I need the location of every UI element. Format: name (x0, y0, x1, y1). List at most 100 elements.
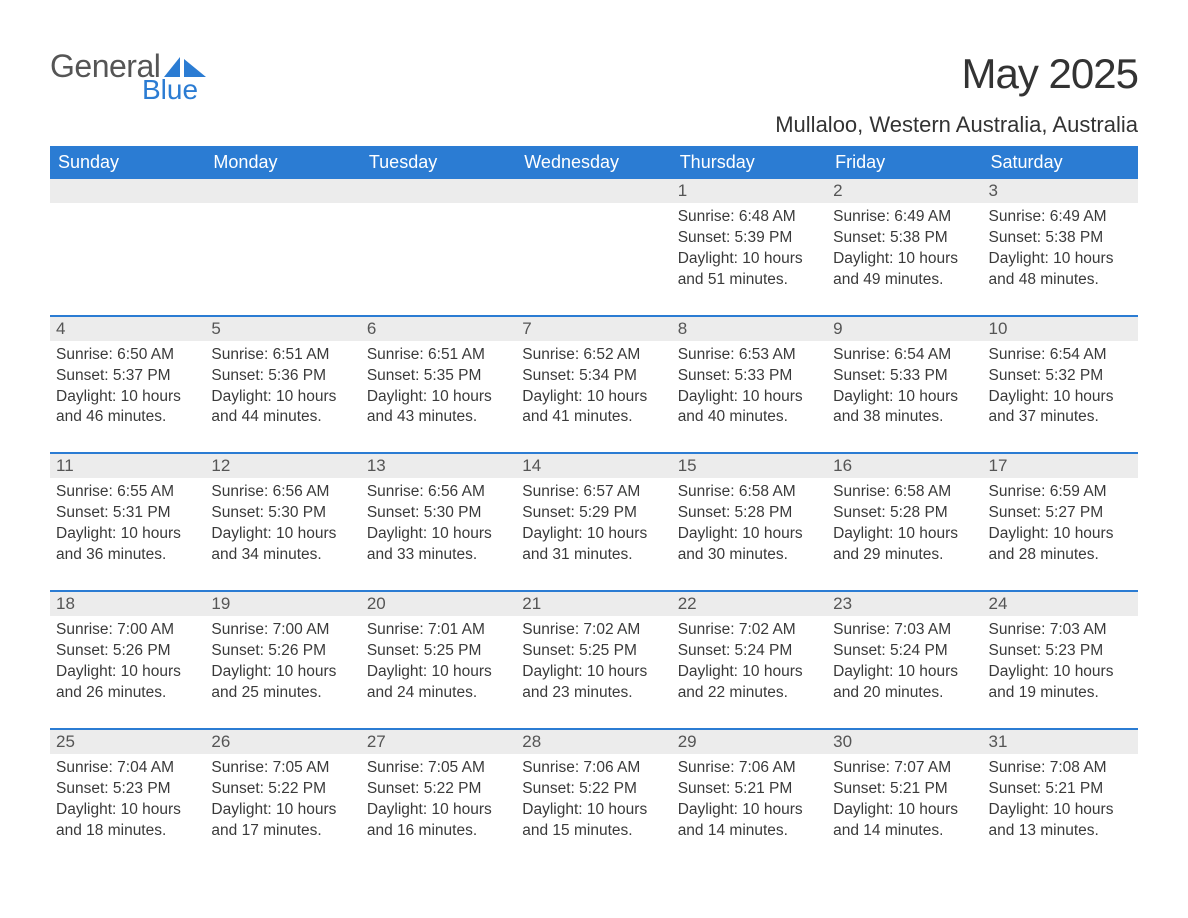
date-cell: 2 (827, 179, 982, 203)
daylight-text: Daylight: 10 hours and 49 minutes. (833, 249, 976, 291)
date-cell: 1 (672, 179, 827, 203)
info-cell (205, 203, 360, 316)
daylight-text: Daylight: 10 hours and 34 minutes. (211, 524, 354, 566)
date-cell: 8 (672, 316, 827, 341)
info-row: Sunrise: 6:55 AMSunset: 5:31 PMDaylight:… (50, 478, 1138, 591)
date-cell (50, 179, 205, 203)
date-cell: 25 (50, 729, 205, 754)
date-cell: 18 (50, 591, 205, 616)
sunset-text: Sunset: 5:33 PM (833, 366, 976, 387)
sunset-text: Sunset: 5:22 PM (211, 779, 354, 800)
daylight-text: Daylight: 10 hours and 20 minutes. (833, 662, 976, 704)
date-cell: 23 (827, 591, 982, 616)
info-cell: Sunrise: 7:03 AMSunset: 5:23 PMDaylight:… (983, 616, 1138, 729)
sunset-text: Sunset: 5:35 PM (367, 366, 510, 387)
date-cell: 26 (205, 729, 360, 754)
sunrise-text: Sunrise: 7:00 AM (211, 620, 354, 641)
info-cell: Sunrise: 6:48 AMSunset: 5:39 PMDaylight:… (672, 203, 827, 316)
sunset-text: Sunset: 5:39 PM (678, 228, 821, 249)
day-header: Thursday (672, 146, 827, 179)
info-cell: Sunrise: 6:51 AMSunset: 5:36 PMDaylight:… (205, 341, 360, 454)
sunrise-text: Sunrise: 6:52 AM (522, 345, 665, 366)
day-header: Friday (827, 146, 982, 179)
date-cell: 10 (983, 316, 1138, 341)
daylight-text: Daylight: 10 hours and 33 minutes. (367, 524, 510, 566)
daylight-text: Daylight: 10 hours and 40 minutes. (678, 387, 821, 429)
date-cell: 20 (361, 591, 516, 616)
sunrise-text: Sunrise: 7:01 AM (367, 620, 510, 641)
daylight-text: Daylight: 10 hours and 28 minutes. (989, 524, 1132, 566)
sunset-text: Sunset: 5:28 PM (833, 503, 976, 524)
sunset-text: Sunset: 5:25 PM (367, 641, 510, 662)
daylight-text: Daylight: 10 hours and 13 minutes. (989, 800, 1132, 842)
date-cell (361, 179, 516, 203)
info-row: Sunrise: 7:00 AMSunset: 5:26 PMDaylight:… (50, 616, 1138, 729)
daylight-text: Daylight: 10 hours and 31 minutes. (522, 524, 665, 566)
date-row: 25262728293031 (50, 729, 1138, 754)
daylight-text: Daylight: 10 hours and 37 minutes. (989, 387, 1132, 429)
info-cell: Sunrise: 6:51 AMSunset: 5:35 PMDaylight:… (361, 341, 516, 454)
sunrise-text: Sunrise: 6:55 AM (56, 482, 199, 503)
info-cell: Sunrise: 6:49 AMSunset: 5:38 PMDaylight:… (983, 203, 1138, 316)
daylight-text: Daylight: 10 hours and 24 minutes. (367, 662, 510, 704)
sunrise-text: Sunrise: 6:54 AM (833, 345, 976, 366)
daylight-text: Daylight: 10 hours and 16 minutes. (367, 800, 510, 842)
sunset-text: Sunset: 5:36 PM (211, 366, 354, 387)
sunrise-text: Sunrise: 7:00 AM (56, 620, 199, 641)
sunset-text: Sunset: 5:26 PM (56, 641, 199, 662)
date-cell: 27 (361, 729, 516, 754)
date-cell: 24 (983, 591, 1138, 616)
daylight-text: Daylight: 10 hours and 23 minutes. (522, 662, 665, 704)
daylight-text: Daylight: 10 hours and 48 minutes. (989, 249, 1132, 291)
sunset-text: Sunset: 5:30 PM (367, 503, 510, 524)
info-row: Sunrise: 7:04 AMSunset: 5:23 PMDaylight:… (50, 754, 1138, 848)
info-cell: Sunrise: 7:04 AMSunset: 5:23 PMDaylight:… (50, 754, 205, 848)
info-cell: Sunrise: 7:02 AMSunset: 5:24 PMDaylight:… (672, 616, 827, 729)
date-cell: 6 (361, 316, 516, 341)
location-label: Mullaloo, Western Australia, Australia (775, 112, 1138, 138)
day-header: Wednesday (516, 146, 671, 179)
sunset-text: Sunset: 5:21 PM (989, 779, 1132, 800)
sunset-text: Sunset: 5:38 PM (989, 228, 1132, 249)
sunrise-text: Sunrise: 7:07 AM (833, 758, 976, 779)
date-cell: 4 (50, 316, 205, 341)
sunset-text: Sunset: 5:37 PM (56, 366, 199, 387)
info-cell: Sunrise: 7:06 AMSunset: 5:21 PMDaylight:… (672, 754, 827, 848)
logo: General Blue (50, 50, 212, 104)
daylight-text: Daylight: 10 hours and 26 minutes. (56, 662, 199, 704)
daylight-text: Daylight: 10 hours and 30 minutes. (678, 524, 821, 566)
info-cell: Sunrise: 7:08 AMSunset: 5:21 PMDaylight:… (983, 754, 1138, 848)
daylight-text: Daylight: 10 hours and 46 minutes. (56, 387, 199, 429)
date-cell: 19 (205, 591, 360, 616)
date-cell: 9 (827, 316, 982, 341)
daylight-text: Daylight: 10 hours and 51 minutes. (678, 249, 821, 291)
daylight-text: Daylight: 10 hours and 17 minutes. (211, 800, 354, 842)
day-header: Sunday (50, 146, 205, 179)
date-cell: 12 (205, 453, 360, 478)
sunset-text: Sunset: 5:22 PM (367, 779, 510, 800)
date-row: 11121314151617 (50, 453, 1138, 478)
info-cell: Sunrise: 6:49 AMSunset: 5:38 PMDaylight:… (827, 203, 982, 316)
daylight-text: Daylight: 10 hours and 18 minutes. (56, 800, 199, 842)
sunrise-text: Sunrise: 6:56 AM (211, 482, 354, 503)
daylight-text: Daylight: 10 hours and 36 minutes. (56, 524, 199, 566)
sunrise-text: Sunrise: 6:54 AM (989, 345, 1132, 366)
info-cell: Sunrise: 6:50 AMSunset: 5:37 PMDaylight:… (50, 341, 205, 454)
day-header-row: SundayMondayTuesdayWednesdayThursdayFrid… (50, 146, 1138, 179)
date-cell (516, 179, 671, 203)
daylight-text: Daylight: 10 hours and 19 minutes. (989, 662, 1132, 704)
info-cell: Sunrise: 6:56 AMSunset: 5:30 PMDaylight:… (361, 478, 516, 591)
date-cell: 5 (205, 316, 360, 341)
date-cell: 29 (672, 729, 827, 754)
daylight-text: Daylight: 10 hours and 15 minutes. (522, 800, 665, 842)
logo-text-blue: Blue (142, 76, 212, 104)
page-header: General Blue May 2025 Mullaloo, Western … (50, 50, 1138, 138)
date-row: 123 (50, 179, 1138, 203)
sunrise-text: Sunrise: 6:48 AM (678, 207, 821, 228)
info-cell (516, 203, 671, 316)
date-cell: 13 (361, 453, 516, 478)
day-header: Saturday (983, 146, 1138, 179)
date-cell: 14 (516, 453, 671, 478)
sunrise-text: Sunrise: 7:02 AM (522, 620, 665, 641)
date-cell: 31 (983, 729, 1138, 754)
